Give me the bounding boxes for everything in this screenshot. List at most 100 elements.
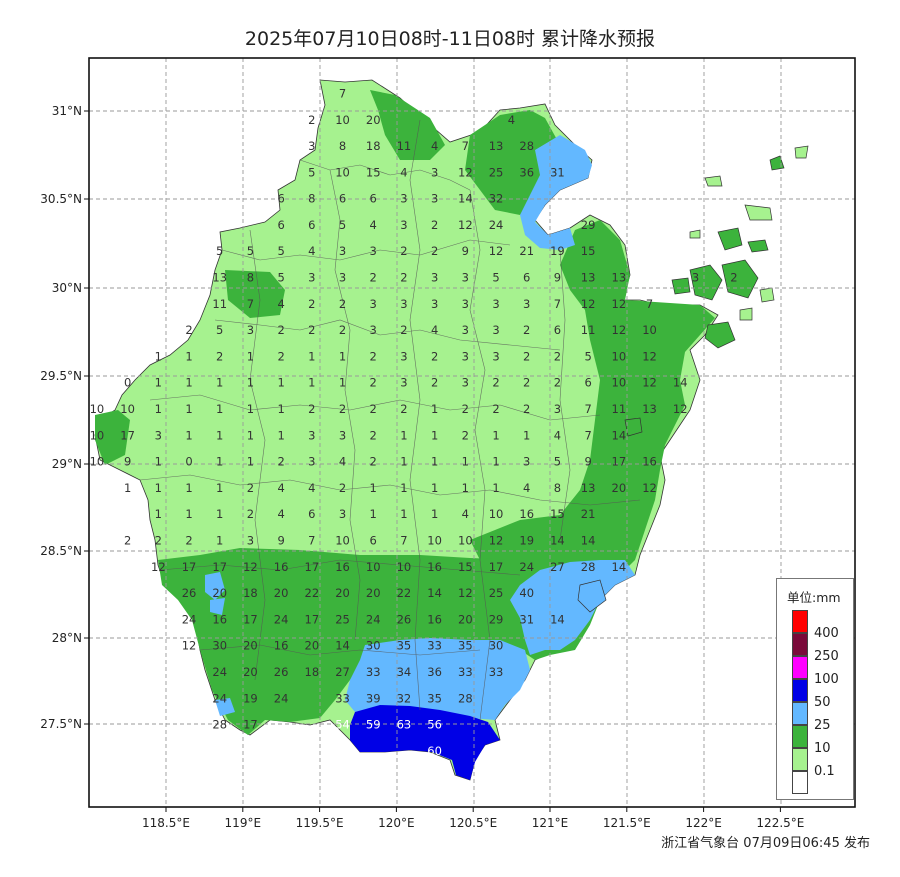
station-value: 35 xyxy=(458,639,473,653)
station-value: 5 xyxy=(277,271,284,285)
station-value: 5 xyxy=(216,323,223,337)
station-value: 2 xyxy=(308,113,315,127)
station-value: 1 xyxy=(492,481,499,495)
station-value: 12 xyxy=(458,165,473,179)
station-value: 7 xyxy=(400,533,407,547)
station-value: 15 xyxy=(581,244,596,258)
station-value: 10 xyxy=(335,165,350,179)
station-value: 7 xyxy=(308,533,315,547)
station-value: 1 xyxy=(155,376,162,390)
station-value: 3 xyxy=(400,349,407,363)
station-value: 10 xyxy=(612,349,627,363)
station-value: 27 xyxy=(550,560,565,574)
station-value: 2 xyxy=(308,323,315,337)
legend-swatch xyxy=(792,725,808,748)
station-value: 1 xyxy=(216,533,223,547)
station-value: 17 xyxy=(489,560,504,574)
legend-swatch xyxy=(792,633,808,656)
lat-label: 31°N xyxy=(52,104,82,118)
station-value: 1 xyxy=(155,507,162,521)
lat-label: 30°N xyxy=(52,281,82,295)
station-value: 1 xyxy=(185,376,192,390)
station-value: 12 xyxy=(489,533,504,547)
station-value: 10 xyxy=(489,507,504,521)
station-value: 20 xyxy=(305,639,320,653)
station-value: 1 xyxy=(400,455,407,469)
station-value: 3 xyxy=(339,244,346,258)
station-value: 10 xyxy=(120,402,135,416)
station-value: 1 xyxy=(247,428,254,442)
station-value: 1 xyxy=(247,349,254,363)
station-value: 1 xyxy=(185,507,192,521)
station-value: 14 xyxy=(612,560,627,574)
graticule xyxy=(89,58,855,807)
station-value: 28 xyxy=(458,691,473,705)
station-value: 0 xyxy=(185,455,192,469)
station-value: 2 xyxy=(277,349,284,363)
station-value: 12 xyxy=(151,560,166,574)
station-value: 5 xyxy=(247,244,254,258)
station-value: 2 xyxy=(492,376,499,390)
station-value: 25 xyxy=(335,612,350,626)
station-value: 2 xyxy=(339,481,346,495)
station-value: 1 xyxy=(216,481,223,495)
station-value: 2 xyxy=(730,271,737,285)
station-value: 13 xyxy=(581,481,596,495)
station-value: 3 xyxy=(492,349,499,363)
legend-threshold: 10 xyxy=(814,741,831,756)
station-value: 6 xyxy=(554,323,561,337)
station-value: 28 xyxy=(519,139,534,153)
station-value: 20 xyxy=(366,113,381,127)
legend-threshold: 0.1 xyxy=(814,764,835,779)
station-value: 16 xyxy=(212,612,227,626)
latitude-axis: 31°N 30.5°N 30°N 29.5°N 29°N 28.5°N 28°N 27.5°N xyxy=(40,104,89,731)
station-value: 21 xyxy=(519,244,534,258)
station-value: 14 xyxy=(458,192,473,206)
station-value: 30 xyxy=(366,639,381,653)
station-value: 9 xyxy=(277,533,284,547)
lat-label: 29.5°N xyxy=(40,369,82,383)
station-value: 21 xyxy=(581,507,596,521)
station-value: 60 xyxy=(427,744,442,758)
station-value: 10 xyxy=(397,560,412,574)
station-value: 25 xyxy=(489,165,504,179)
station-value: 14 xyxy=(550,533,565,547)
station-value: 16 xyxy=(642,455,657,469)
station-value: 1 xyxy=(216,376,223,390)
station-value: 12 xyxy=(642,376,657,390)
station-value: 3 xyxy=(370,297,377,311)
lon-label: 121.5°E xyxy=(603,816,651,830)
station-value: 3 xyxy=(431,297,438,311)
station-value: 33 xyxy=(366,665,381,679)
station-value: 2 xyxy=(370,428,377,442)
lon-label: 122.5°E xyxy=(756,816,804,830)
station-value: 3 xyxy=(462,271,469,285)
longitude-axis: 118.5°E 119°E 119.5°E 120°E 120.5°E 121°E 121.… xyxy=(142,807,804,830)
station-value: 24 xyxy=(212,665,227,679)
station-value: 6 xyxy=(370,533,377,547)
station-value: 16 xyxy=(427,612,442,626)
station-value: 2 xyxy=(155,533,162,547)
station-value: 7 xyxy=(584,428,591,442)
station-value: 13 xyxy=(212,271,227,285)
station-value: 20 xyxy=(274,586,289,600)
station-value: 17 xyxy=(212,560,227,574)
station-value: 20 xyxy=(243,639,258,653)
lat-label: 30.5°N xyxy=(40,192,82,206)
legend-swatch xyxy=(792,679,808,702)
station-value: 3 xyxy=(370,244,377,258)
station-value: 24 xyxy=(212,691,227,705)
station-value: 5 xyxy=(277,244,284,258)
station-value: 2 xyxy=(247,507,254,521)
station-value: 3 xyxy=(400,376,407,390)
station-value: 1 xyxy=(400,428,407,442)
station-value: 14 xyxy=(550,612,565,626)
station-value: 1 xyxy=(247,455,254,469)
station-value: 19 xyxy=(243,691,258,705)
station-value: 8 xyxy=(554,481,561,495)
station-value: 3 xyxy=(523,455,530,469)
station-value: 8 xyxy=(247,271,254,285)
legend: 单位:mm 400 250 100 50 25 10 0.1 xyxy=(776,578,854,800)
station-value: 1 xyxy=(431,481,438,495)
station-value: 62 xyxy=(335,744,350,758)
